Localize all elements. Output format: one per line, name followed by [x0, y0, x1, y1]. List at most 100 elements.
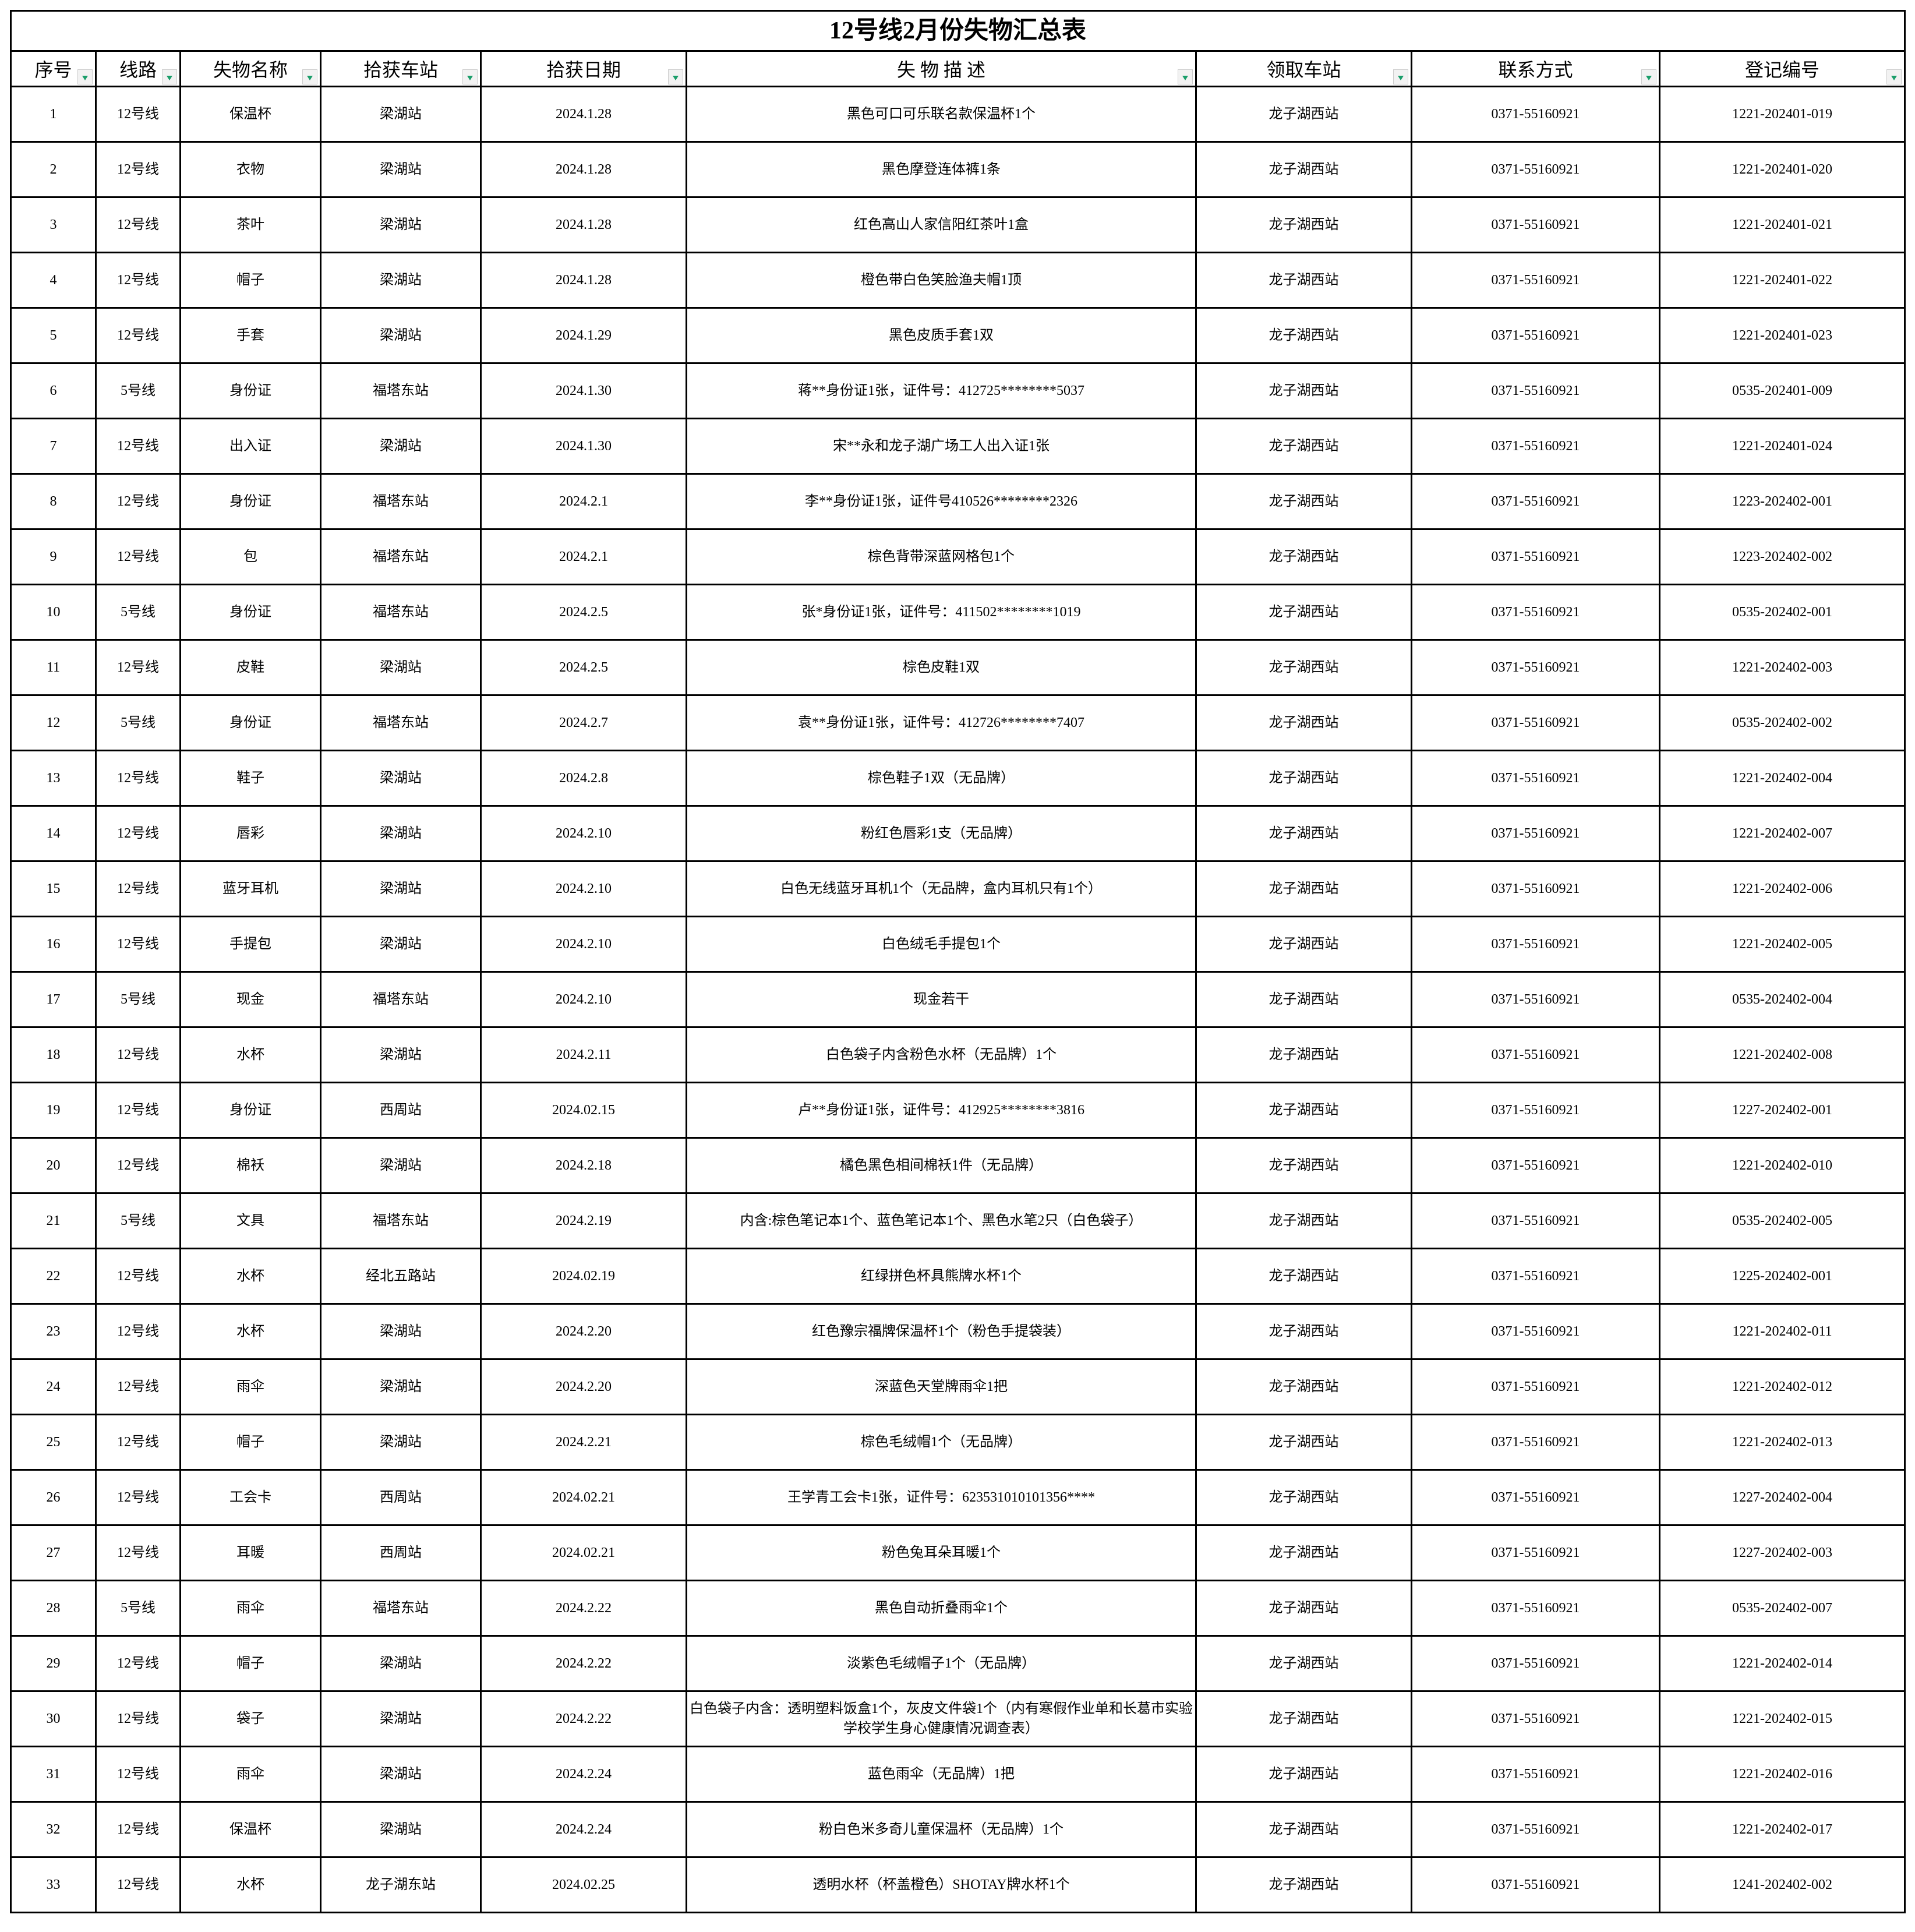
cell-found-station[interactable]: 梁湖站 [320, 1358, 482, 1415]
cell-reg-number[interactable]: 0535-202402-002 [1658, 694, 1906, 751]
cell-reg-number[interactable]: 1221-202402-010 [1658, 1137, 1906, 1194]
cell-description[interactable]: 白色绒毛手提包1个 [686, 916, 1197, 973]
cell-contact[interactable]: 0371-55160921 [1411, 1635, 1660, 1692]
cell-item-name[interactable]: 身份证 [179, 1082, 321, 1139]
cell-item-name[interactable]: 雨伞 [179, 1580, 321, 1637]
cell-contact[interactable]: 0371-55160921 [1411, 1524, 1660, 1581]
cell-found-date[interactable]: 2024.1.28 [480, 86, 687, 143]
cell-found-date[interactable]: 2024.1.28 [480, 141, 687, 198]
filter-dropdown-icon[interactable] [1178, 69, 1193, 84]
cell-found-date[interactable]: 2024.2.1 [480, 528, 687, 585]
cell-contact[interactable]: 0371-55160921 [1411, 1746, 1660, 1803]
cell-reg-number[interactable]: 1223-202402-002 [1658, 528, 1906, 585]
cell-index[interactable]: 22 [10, 1248, 97, 1305]
cell-reg-number[interactable]: 1221-202402-013 [1658, 1414, 1906, 1471]
cell-index[interactable]: 16 [10, 916, 97, 973]
cell-found-date[interactable]: 2024.2.7 [480, 694, 687, 751]
cell-contact[interactable]: 0371-55160921 [1411, 196, 1660, 253]
cell-found-station[interactable]: 福塔东站 [320, 362, 482, 419]
cell-found-station[interactable]: 梁湖站 [320, 639, 482, 696]
cell-index[interactable]: 25 [10, 1414, 97, 1471]
cell-found-date[interactable]: 2024.1.28 [480, 252, 687, 309]
cell-description[interactable]: 黑色自动折叠雨伞1个 [686, 1580, 1197, 1637]
cell-item-name[interactable]: 鞋子 [179, 750, 321, 807]
cell-found-station[interactable]: 梁湖站 [320, 1137, 482, 1194]
cell-item-name[interactable]: 工会卡 [179, 1469, 321, 1526]
cell-description[interactable]: 黑色摩登连体裤1条 [686, 141, 1197, 198]
cell-reg-number[interactable]: 1227-202402-004 [1658, 1469, 1906, 1526]
cell-line[interactable]: 12号线 [95, 1524, 181, 1581]
cell-description[interactable]: 粉色兔耳朵耳暖1个 [686, 1524, 1197, 1581]
cell-index[interactable]: 14 [10, 805, 97, 862]
cell-found-station[interactable]: 梁湖站 [320, 418, 482, 475]
cell-item-name[interactable]: 水杯 [179, 1248, 321, 1305]
cell-claim-station[interactable]: 龙子湖西站 [1195, 1580, 1412, 1637]
cell-found-station[interactable]: 梁湖站 [320, 141, 482, 198]
cell-found-date[interactable]: 2024.2.19 [480, 1192, 687, 1249]
cell-contact[interactable]: 0371-55160921 [1411, 1469, 1660, 1526]
cell-reg-number[interactable]: 1227-202402-001 [1658, 1082, 1906, 1139]
cell-item-name[interactable]: 雨伞 [179, 1746, 321, 1803]
cell-line[interactable]: 12号线 [95, 860, 181, 917]
cell-item-name[interactable]: 蓝牙耳机 [179, 860, 321, 917]
cell-reg-number[interactable]: 1221-202401-022 [1658, 252, 1906, 309]
cell-reg-number[interactable]: 1227-202402-003 [1658, 1524, 1906, 1581]
cell-found-date[interactable]: 2024.2.21 [480, 1414, 687, 1471]
cell-index[interactable]: 7 [10, 418, 97, 475]
cell-description[interactable]: 橙色带白色笑脸渔夫帽1顶 [686, 252, 1197, 309]
cell-description[interactable]: 粉白色米多奇儿童保温杯（无品牌）1个 [686, 1801, 1197, 1858]
cell-item-name[interactable]: 帽子 [179, 1635, 321, 1692]
cell-claim-station[interactable]: 龙子湖西站 [1195, 1248, 1412, 1305]
cell-line[interactable]: 12号线 [95, 418, 181, 475]
cell-contact[interactable]: 0371-55160921 [1411, 252, 1660, 309]
filter-dropdown-icon[interactable] [1641, 69, 1656, 84]
cell-found-date[interactable]: 2024.1.30 [480, 418, 687, 475]
cell-item-name[interactable]: 帽子 [179, 1414, 321, 1471]
cell-found-station[interactable]: 梁湖站 [320, 252, 482, 309]
cell-found-station[interactable]: 梁湖站 [320, 1303, 482, 1360]
cell-line[interactable]: 12号线 [95, 196, 181, 253]
cell-found-station[interactable]: 梁湖站 [320, 1690, 482, 1747]
cell-found-station[interactable]: 西周站 [320, 1082, 482, 1139]
cell-contact[interactable]: 0371-55160921 [1411, 1358, 1660, 1415]
cell-description[interactable]: 红色高山人家信阳红茶叶1盒 [686, 196, 1197, 253]
cell-line[interactable]: 12号线 [95, 307, 181, 364]
cell-line[interactable]: 5号线 [95, 362, 181, 419]
cell-index[interactable]: 30 [10, 1690, 97, 1747]
cell-claim-station[interactable]: 龙子湖西站 [1195, 1358, 1412, 1415]
cell-contact[interactable]: 0371-55160921 [1411, 860, 1660, 917]
cell-reg-number[interactable]: 1221-202401-020 [1658, 141, 1906, 198]
cell-found-station[interactable]: 福塔东站 [320, 528, 482, 585]
cell-item-name[interactable]: 身份证 [179, 584, 321, 641]
cell-item-name[interactable]: 出入证 [179, 418, 321, 475]
cell-claim-station[interactable]: 龙子湖西站 [1195, 750, 1412, 807]
cell-claim-station[interactable]: 龙子湖西站 [1195, 196, 1412, 253]
cell-description[interactable]: 红绿拼色杯具熊牌水杯1个 [686, 1248, 1197, 1305]
cell-found-date[interactable]: 2024.2.10 [480, 805, 687, 862]
cell-claim-station[interactable]: 龙子湖西站 [1195, 639, 1412, 696]
cell-line[interactable]: 12号线 [95, 1469, 181, 1526]
cell-description[interactable]: 棕色背带深蓝网格包1个 [686, 528, 1197, 585]
cell-line[interactable]: 5号线 [95, 584, 181, 641]
cell-found-date[interactable]: 2024.2.22 [480, 1635, 687, 1692]
cell-contact[interactable]: 0371-55160921 [1411, 1137, 1660, 1194]
cell-contact[interactable]: 0371-55160921 [1411, 141, 1660, 198]
cell-line[interactable]: 12号线 [95, 1746, 181, 1803]
cell-description[interactable]: 白色袋子内含：透明塑料饭盒1个，灰皮文件袋1个（内有寒假作业单和长葛市实验学校学… [686, 1690, 1197, 1747]
cell-description[interactable]: 橘色黑色相间棉袄1件（无品牌） [686, 1137, 1197, 1194]
cell-found-station[interactable]: 福塔东站 [320, 694, 482, 751]
cell-reg-number[interactable]: 0535-202402-007 [1658, 1580, 1906, 1637]
cell-found-station[interactable]: 梁湖站 [320, 1635, 482, 1692]
cell-line[interactable]: 12号线 [95, 805, 181, 862]
cell-line[interactable]: 12号线 [95, 86, 181, 143]
cell-found-date[interactable]: 2024.2.22 [480, 1690, 687, 1747]
cell-line[interactable]: 12号线 [95, 1026, 181, 1083]
cell-contact[interactable]: 0371-55160921 [1411, 1303, 1660, 1360]
cell-found-date[interactable]: 2024.1.28 [480, 196, 687, 253]
filter-dropdown-icon[interactable] [162, 69, 177, 84]
cell-contact[interactable]: 0371-55160921 [1411, 916, 1660, 973]
cell-contact[interactable]: 0371-55160921 [1411, 1690, 1660, 1747]
cell-contact[interactable]: 0371-55160921 [1411, 307, 1660, 364]
cell-line[interactable]: 12号线 [95, 1248, 181, 1305]
cell-reg-number[interactable]: 1221-202402-004 [1658, 750, 1906, 807]
